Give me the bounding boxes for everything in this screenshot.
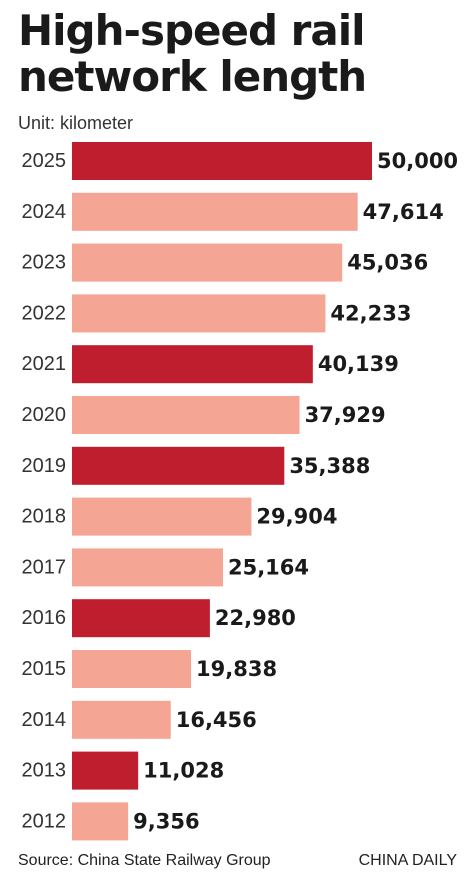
year-label: 2012 [22,810,67,832]
chart-title-line-2: network length [18,52,367,101]
bar [72,142,372,180]
year-label: 2021 [22,353,67,375]
year-label: 2022 [22,302,67,324]
value-label: 47,614 [363,200,444,224]
value-label: 42,233 [330,301,411,325]
bar [72,243,343,282]
value-label: 35,388 [289,454,370,478]
year-label: 2015 [22,658,67,680]
year-label: 2018 [22,506,67,528]
unit-label: Unit: kilometer [18,113,134,133]
bar [72,548,223,587]
bar [72,700,171,739]
value-label: 19,838 [196,657,277,681]
bar [72,396,300,434]
bar [72,345,313,384]
year-label: 2025 [22,150,67,172]
bar [72,294,326,333]
year-label: 2016 [22,607,67,629]
chart-title-line-1: High-speed rail [18,6,366,55]
bar [72,599,210,638]
value-label: 50,000 [377,149,458,173]
year-label: 2019 [22,455,67,477]
value-label: 40,139 [318,352,399,376]
year-label: 2020 [22,404,67,426]
year-label: 2024 [22,201,67,223]
value-label: 9,356 [133,809,199,833]
value-label: 11,028 [143,759,224,783]
value-label: 16,456 [176,708,257,732]
value-label: 22,980 [215,606,296,630]
value-label: 45,036 [347,251,428,275]
bar [72,192,358,231]
year-label: 2014 [22,709,67,731]
bar [72,650,192,688]
brand-label: CHINA DAILY [358,852,457,869]
year-label: 2017 [22,556,67,578]
year-label: 2013 [22,760,67,782]
bar [72,751,139,790]
value-label: 25,164 [228,555,309,579]
chart-title: High-speed rail network length [18,8,458,100]
value-label: 37,929 [305,403,386,427]
bar [72,802,129,841]
bar [72,497,252,536]
bar [72,446,285,485]
year-label: 2023 [22,252,67,274]
source-note: Source: China State Railway Group [18,852,271,869]
value-label: 29,904 [256,505,337,529]
